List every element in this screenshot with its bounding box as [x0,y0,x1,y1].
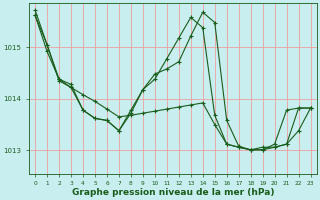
X-axis label: Graphe pression niveau de la mer (hPa): Graphe pression niveau de la mer (hPa) [72,188,274,197]
